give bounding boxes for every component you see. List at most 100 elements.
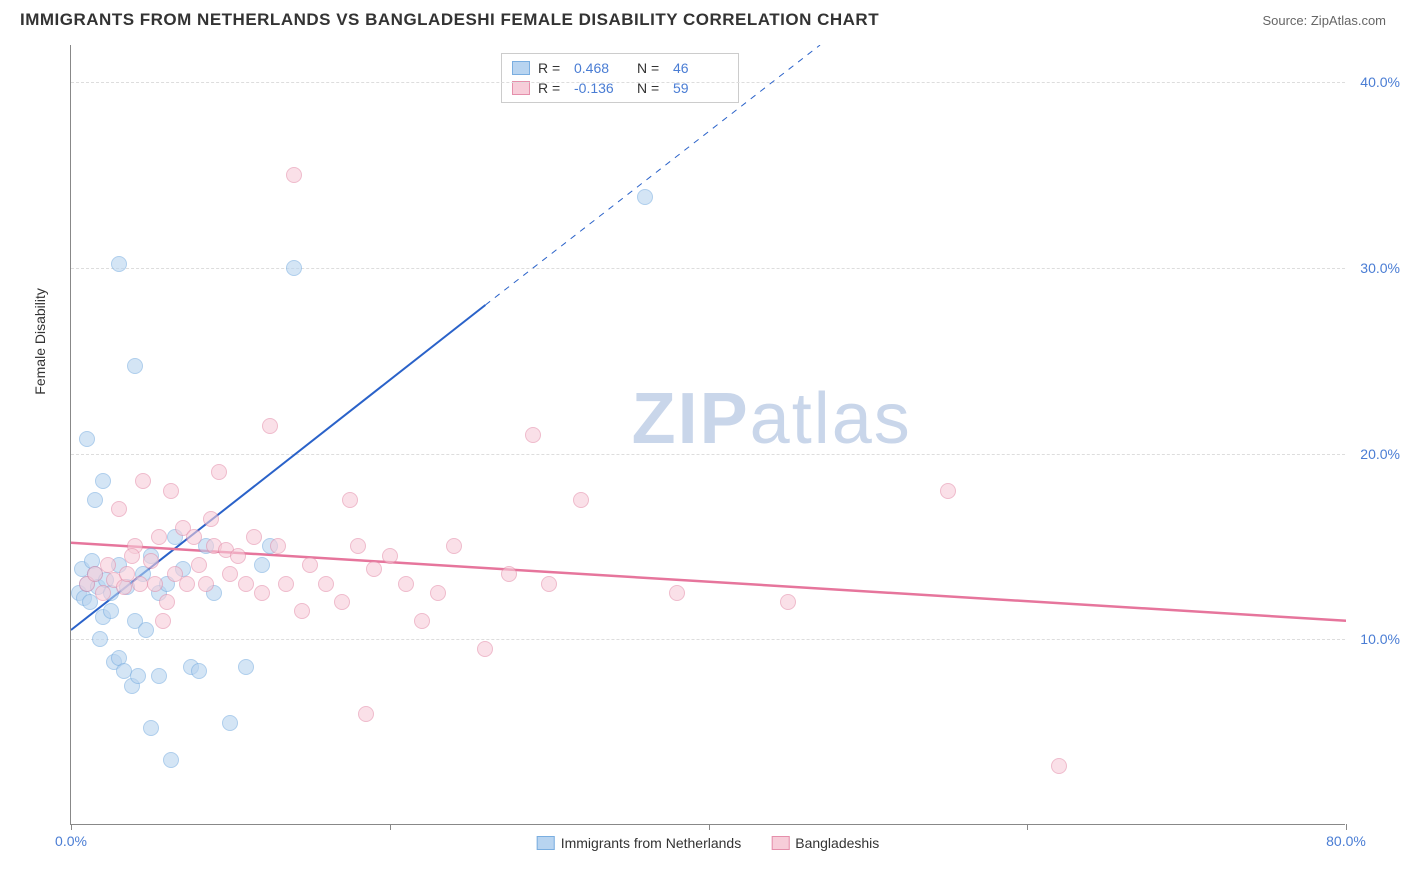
data-point [270,538,286,554]
data-point [95,473,111,489]
source-label: Source: ZipAtlas.com [1262,13,1386,28]
data-point [151,668,167,684]
data-point [163,483,179,499]
data-point [477,641,493,657]
data-point [124,548,140,564]
x-tick-label: 80.0% [1326,833,1366,849]
data-point [414,613,430,629]
data-point [130,668,146,684]
data-point [151,529,167,545]
data-point [350,538,366,554]
data-point [132,576,148,592]
chart-container: Female Disability ZIPatlas R = 0.468 N =… [50,45,1390,835]
data-point [111,501,127,517]
x-tick [709,824,710,830]
watermark-zip: ZIP [632,379,750,459]
data-point [222,715,238,731]
correlation-legend: R = 0.468 N = 46 R = -0.136 N = 59 [501,53,739,103]
legend-row-netherlands: R = 0.468 N = 46 [512,58,728,78]
data-point [318,576,334,592]
data-point [286,167,302,183]
data-point [262,418,278,434]
r-value-netherlands: 0.468 [574,60,629,76]
data-point [430,585,446,601]
gridline [71,639,1345,640]
legend-item-netherlands: Immigrants from Netherlands [537,835,742,851]
data-point [278,576,294,592]
data-point [135,473,151,489]
data-point [334,594,350,610]
data-point [501,566,517,582]
legend-label-netherlands: Immigrants from Netherlands [561,835,742,851]
data-point [286,260,302,276]
watermark-atlas: atlas [750,379,912,459]
swatch-netherlands [512,61,530,75]
x-tick [71,824,72,830]
y-tick-label: 20.0% [1360,446,1400,462]
data-point [143,553,159,569]
n-label: N = [637,60,665,76]
data-point [446,538,462,554]
legend-label-bangladeshis: Bangladeshis [795,835,879,851]
data-point [342,492,358,508]
data-point [358,706,374,722]
legend-row-bangladeshis: R = -0.136 N = 59 [512,78,728,98]
data-point [92,631,108,647]
data-point [95,585,111,601]
data-point [940,483,956,499]
data-point [155,613,171,629]
swatch-netherlands [537,836,555,850]
data-point [246,529,262,545]
y-axis-label: Female Disability [32,288,48,395]
gridline [71,82,1345,83]
data-point [211,464,227,480]
x-tick [390,824,391,830]
series-legend: Immigrants from Netherlands Bangladeshis [537,835,880,851]
x-tick [1027,824,1028,830]
data-point [100,557,116,573]
data-point [222,566,238,582]
data-point [238,576,254,592]
data-point [186,529,202,545]
x-tick [1346,824,1347,830]
data-point [127,358,143,374]
data-point [203,511,219,527]
data-point [637,189,653,205]
data-point [1051,758,1067,774]
gridline [71,454,1345,455]
data-point [111,256,127,272]
data-point [159,594,175,610]
data-point [79,431,95,447]
plot-area: ZIPatlas R = 0.468 N = 46 R = -0.136 N =… [70,45,1345,825]
data-point [669,585,685,601]
y-tick-label: 30.0% [1360,260,1400,276]
data-point [302,557,318,573]
x-tick-label: 0.0% [55,833,87,849]
y-tick-label: 40.0% [1360,74,1400,90]
data-point [238,659,254,675]
data-point [143,720,159,736]
trend-line [71,543,1346,621]
swatch-bangladeshis [771,836,789,850]
data-point [366,561,382,577]
data-point [294,603,310,619]
data-point [254,585,270,601]
data-point [541,576,557,592]
legend-item-bangladeshis: Bangladeshis [771,835,879,851]
gridline [71,268,1345,269]
data-point [525,427,541,443]
data-point [138,622,154,638]
data-point [87,492,103,508]
data-point [780,594,796,610]
data-point [382,548,398,564]
data-point [230,548,246,564]
data-point [398,576,414,592]
data-point [147,576,163,592]
data-point [254,557,270,573]
chart-title: IMMIGRANTS FROM NETHERLANDS VS BANGLADES… [20,10,879,30]
watermark: ZIPatlas [632,378,912,460]
data-point [198,576,214,592]
y-tick-label: 10.0% [1360,631,1400,647]
n-value-netherlands: 46 [673,60,728,76]
r-label: R = [538,60,566,76]
